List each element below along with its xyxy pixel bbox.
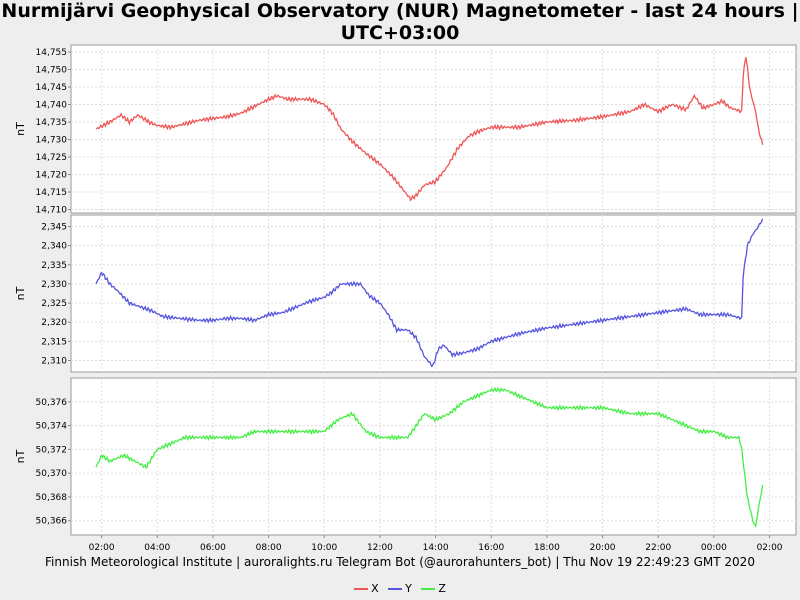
plot-area-z: [70, 377, 797, 536]
x-tick-label: 12:00: [367, 543, 393, 553]
y-tick-label-y: 2,320: [41, 318, 67, 328]
y-axis-label-y: nT: [14, 286, 27, 300]
series-line-z: [95, 386, 764, 529]
y-tick-label-z: 50,374: [36, 422, 68, 432]
y-tick-label-y: 2,345: [41, 222, 67, 232]
legend-label-z: Z: [438, 582, 446, 595]
legend-item-y: Y: [388, 582, 412, 595]
legend-label-x: X: [371, 582, 379, 595]
y-tick-label-x: 14,740: [36, 101, 68, 111]
y-tick-label-x: 14,745: [36, 83, 68, 93]
y-tick-label-y: 2,330: [41, 280, 67, 290]
x-tick-label: 22:00: [645, 543, 671, 553]
y-tick-label-z: 50,368: [36, 493, 68, 503]
y-tick-label-x: 14,720: [36, 171, 68, 181]
chart-footer: Finnish Meteorological Institute | auror…: [45, 555, 755, 569]
panel-y: 2,310 2,315 2,320 2,325 2,330 2,335 2,340 2,345…: [14, 214, 797, 373]
series-line-x: [95, 57, 764, 202]
legend: X Y Z: [0, 582, 800, 595]
y-axis-label-x: nT: [14, 122, 27, 136]
y-tick-label-y: 2,335: [41, 261, 67, 271]
plot-area-y: [70, 214, 797, 373]
x-tick-label: 04:00: [144, 543, 170, 553]
panel-x: 14,710 14,715 14,720 14,725 14,730 14,735 14,7…: [14, 44, 797, 216]
legend-swatch-z: [421, 588, 436, 590]
y-tick-label-x: 14,725: [36, 153, 68, 163]
y-tick-label-y: 2,315: [41, 337, 67, 347]
y-tick-label-x: 14,755: [36, 48, 68, 58]
panel-z: 50,366 50,368 50,370 50,372 50,374 50,376 nT: [14, 377, 797, 536]
y-tick-label-y: 2,340: [41, 242, 67, 252]
x-tick-label: 02:00: [757, 543, 783, 553]
y-tick-label-z: 50,370: [36, 469, 68, 479]
series-line-y: [95, 218, 764, 368]
legend-swatch-x: [354, 588, 369, 590]
y-tick-label-x: 14,710: [36, 206, 68, 216]
x-tick-label: 08:00: [256, 543, 282, 553]
y-tick-label-y: 2,325: [41, 299, 67, 309]
x-tick-label: 10:00: [311, 543, 337, 553]
y-tick-label-x: 14,715: [36, 188, 68, 198]
legend-item-z: Z: [421, 582, 446, 595]
y-tick-label-z: 50,366: [36, 517, 68, 527]
x-tick-label: 16:00: [478, 543, 504, 553]
chart-title: Nurmijärvi Geophysical Observatory (NUR)…: [1, 0, 799, 44]
y-tick-label-x: 14,735: [36, 118, 68, 128]
legend-swatch-y: [388, 588, 403, 590]
plot-area-x: [70, 44, 797, 214]
y-tick-label-y: 2,310: [41, 357, 67, 367]
x-tick-label: 14:00: [423, 543, 449, 553]
x-tick-label: 06:00: [200, 543, 226, 553]
y-tick-label-z: 50,372: [36, 445, 68, 455]
x-tick-label: 18:00: [534, 543, 560, 553]
y-tick-label-x: 14,750: [36, 66, 68, 76]
x-tick-label: 20:00: [590, 543, 616, 553]
y-tick-label-x: 14,730: [36, 136, 68, 146]
x-tick-label: 02:00: [89, 543, 115, 553]
legend-label-y: Y: [405, 582, 412, 595]
x-tick-label: 00:00: [701, 543, 727, 553]
legend-item-x: X: [354, 582, 379, 595]
y-axis-label-z: nT: [14, 449, 27, 463]
y-tick-label-z: 50,376: [36, 398, 68, 408]
